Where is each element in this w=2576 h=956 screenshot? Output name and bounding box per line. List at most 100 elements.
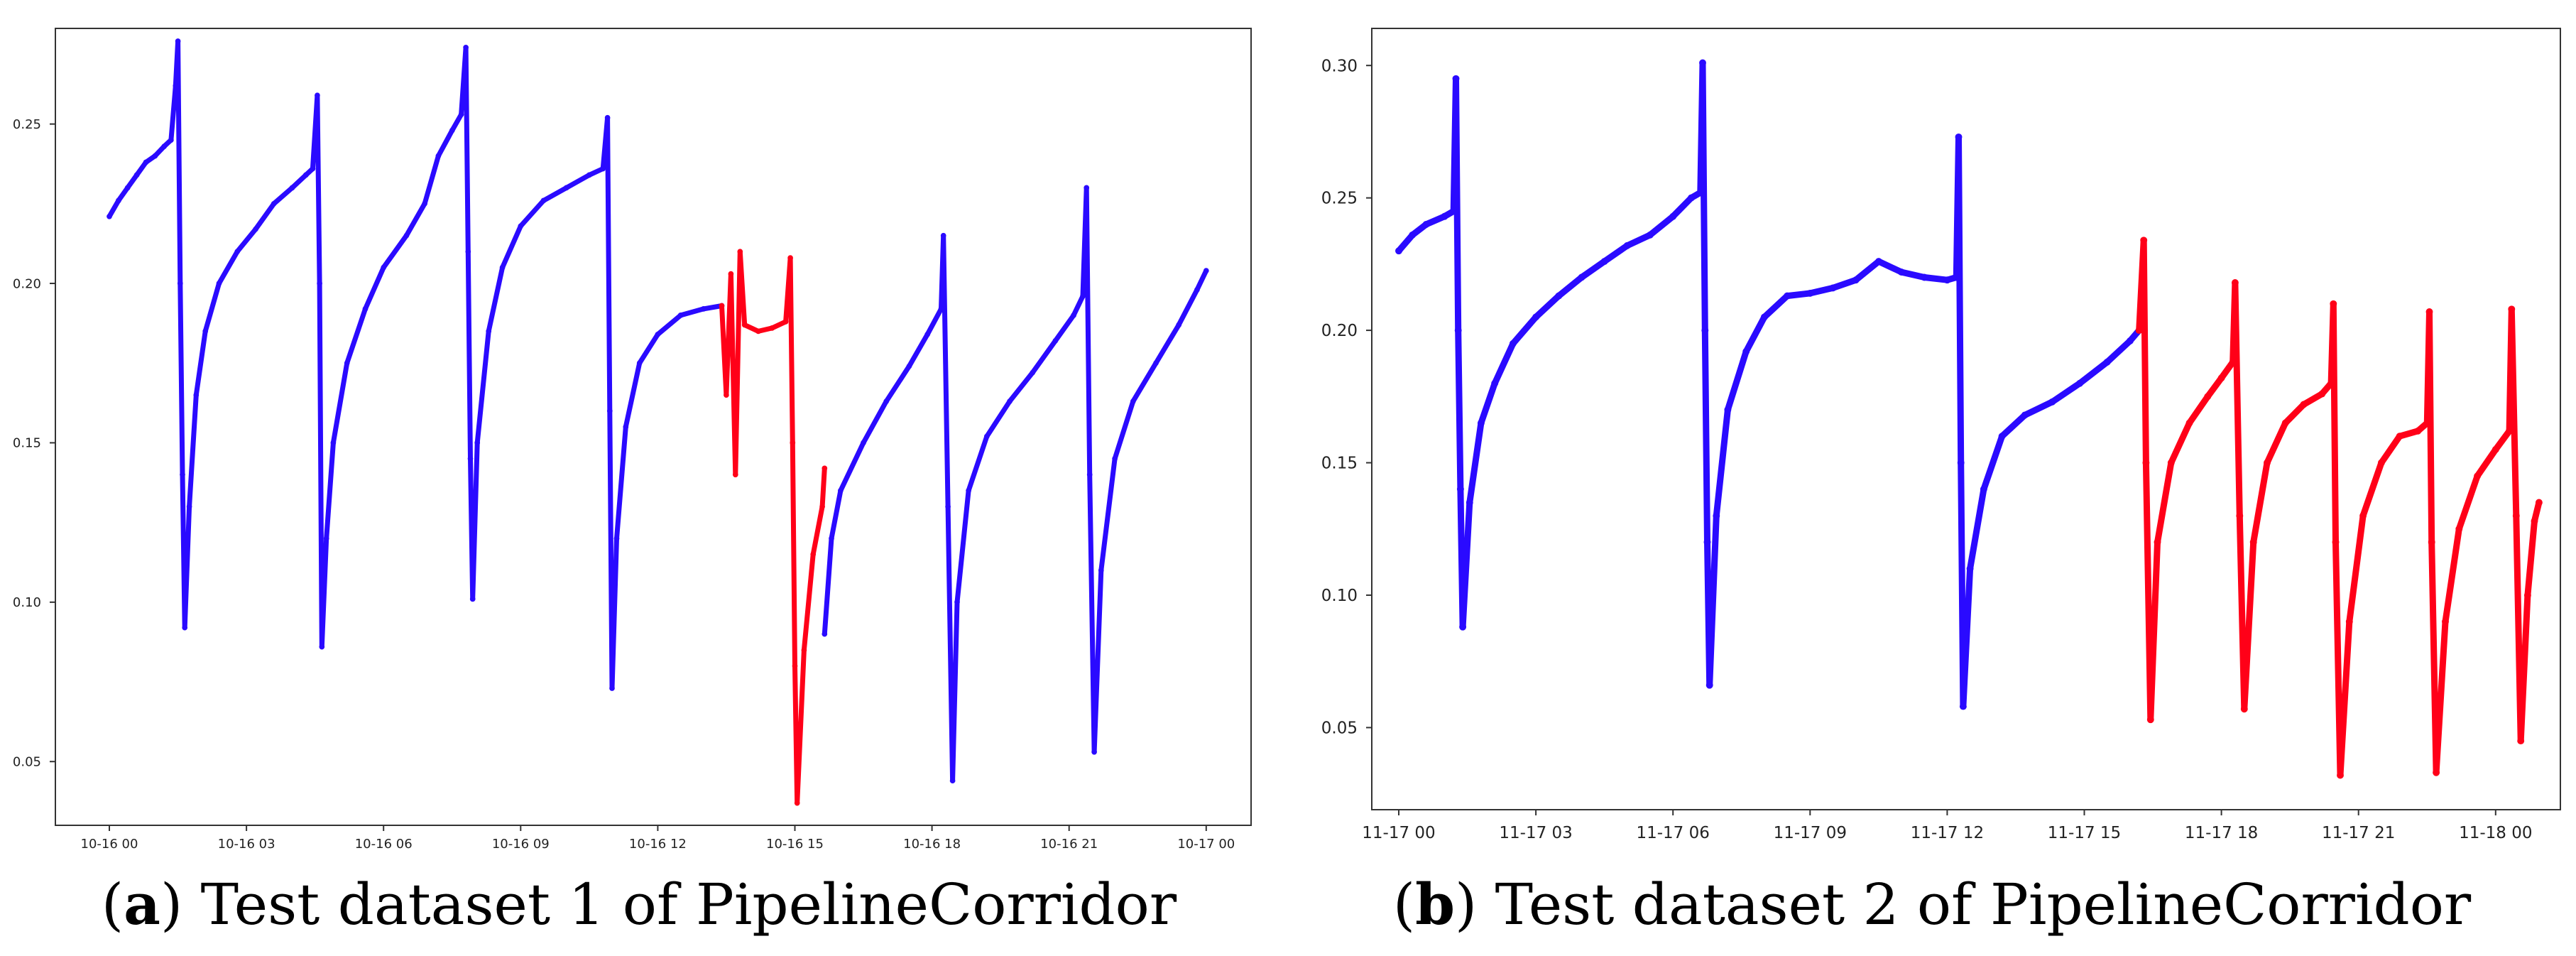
chart-b-point-normal bbox=[1395, 247, 1402, 255]
chart-b-point-normal bbox=[1921, 273, 1928, 281]
chart-b-point-normal bbox=[1555, 292, 1563, 300]
chart-b-point-normal bbox=[1454, 327, 1462, 335]
chart-a-point-normal bbox=[1007, 398, 1013, 404]
chart-b-point-anomaly bbox=[2377, 459, 2385, 467]
chart-b-point-anomaly bbox=[2204, 393, 2212, 401]
chart-b-point-anomaly bbox=[2474, 472, 2482, 480]
chart-b-point-anomaly bbox=[2231, 279, 2239, 286]
chart-a-point-normal bbox=[613, 536, 620, 541]
chart-a-point-normal bbox=[1203, 268, 1209, 273]
chart-b-point-normal bbox=[1760, 313, 1768, 321]
chart-b-y-tick-label: 0.25 bbox=[1321, 190, 1358, 208]
chart-b-point-anomaly bbox=[2523, 592, 2531, 599]
chart-a-point-normal bbox=[945, 504, 951, 510]
chart-b-point-normal bbox=[2048, 398, 2056, 406]
chart-a-point-normal bbox=[458, 112, 464, 118]
chart-a-point-normal bbox=[1091, 749, 1097, 755]
chart-a-point-normal bbox=[677, 313, 684, 318]
chart-a-point-normal bbox=[173, 82, 179, 89]
chart-b-point-normal bbox=[1898, 268, 1905, 276]
chart-b-x-tick-label: 11-17 06 bbox=[1636, 824, 1709, 842]
chart-a-point-normal bbox=[966, 487, 971, 494]
chart-b-point-normal bbox=[1422, 220, 1430, 228]
chart-a-point-anomaly bbox=[724, 392, 729, 398]
chart-a-point-normal bbox=[518, 223, 524, 229]
chart-b-x-tick-label: 11-17 12 bbox=[1911, 824, 1984, 842]
chart-b-point-anomaly bbox=[2330, 300, 2337, 308]
chart-a-point-anomaly bbox=[741, 322, 748, 328]
chart-a-point-normal bbox=[636, 360, 643, 366]
chart-a-x-tick-label: 10-17 00 bbox=[1177, 837, 1235, 852]
chart-a-point-normal bbox=[271, 200, 277, 207]
chart-b-x-tick-label: 11-17 09 bbox=[1774, 824, 1847, 842]
chart-b-point-anomaly bbox=[2512, 512, 2520, 520]
chart-a-point-normal bbox=[133, 172, 140, 178]
chart-a-point-normal bbox=[116, 197, 121, 204]
caption-b-text: Test dataset 2 of PipelineCorridor bbox=[1495, 871, 2472, 938]
chart-b-y-tick-label: 0.10 bbox=[1321, 587, 1358, 605]
chart-a-point-normal bbox=[107, 213, 112, 219]
chart-a-svg: 0.05 0.10 0.15 0.20 0.25 10-16 00 10-16 03 10-1… bbox=[13, 28, 1252, 852]
chart-a-x-tick-label: 10-16 06 bbox=[355, 837, 413, 852]
chart-b-point-normal bbox=[1466, 499, 1473, 506]
chart-b-point-normal bbox=[1852, 276, 1860, 284]
chart-b-point-anomaly bbox=[2414, 427, 2422, 435]
chart-a-point-anomaly bbox=[822, 465, 828, 472]
chart-a-point-anomaly bbox=[719, 303, 725, 309]
chart-b-point-normal bbox=[1966, 565, 1974, 572]
chart-a-point-normal bbox=[474, 440, 481, 446]
chart-a-plot-frame bbox=[55, 28, 1252, 826]
chart-a-series-normal-0 bbox=[107, 38, 724, 691]
chart-b-point-normal bbox=[1953, 273, 1960, 281]
chart-b-point-anomaly bbox=[2264, 459, 2271, 467]
chart-a-point-normal bbox=[182, 624, 188, 631]
chart-b-x-tick-label: 11-17 18 bbox=[2185, 824, 2258, 842]
chart-a-point-normal bbox=[606, 408, 613, 414]
chart-a-point-normal bbox=[422, 200, 427, 207]
chart-b-point-anomaly bbox=[2531, 517, 2538, 525]
chart-b-point-normal bbox=[1959, 702, 1967, 710]
chart-a-point-normal bbox=[186, 504, 192, 510]
chart-a-point-normal bbox=[302, 172, 309, 178]
chart-a-point-normal bbox=[822, 631, 828, 637]
chart-b-point-normal bbox=[2126, 337, 2134, 344]
chart-b-point-normal bbox=[1409, 231, 1417, 239]
chart-a-point-anomaly bbox=[787, 255, 793, 261]
chart-b-point-anomaly bbox=[2359, 512, 2367, 520]
chart-a-point-normal bbox=[700, 306, 706, 312]
caption-a: (a) Test dataset 1 of PipelineCorridor bbox=[101, 871, 1177, 938]
chart-a-point-normal bbox=[310, 165, 316, 172]
chart-a-y-tick-label: 0.20 bbox=[13, 276, 41, 291]
chart-a-point-normal bbox=[463, 45, 469, 50]
chart-a-point-normal bbox=[124, 185, 131, 191]
chart-b-point-normal bbox=[1687, 194, 1695, 202]
chart-b-point-normal bbox=[1713, 512, 1720, 520]
chart-a-point-normal bbox=[168, 137, 174, 143]
chart-a-y-tick-label: 0.15 bbox=[13, 436, 41, 451]
chart-panel-b: 0.05 0.10 0.15 0.20 0.25 0.30 11-17 00 11-17 03… bbox=[1288, 0, 2576, 956]
chart-b-point-normal bbox=[2021, 411, 2029, 419]
chart-a-point-anomaly bbox=[810, 551, 817, 558]
chart-a-point-normal bbox=[465, 249, 471, 255]
chart-b-point-normal bbox=[1600, 258, 1608, 266]
chart-b-x-tick-label: 11-17 00 bbox=[1362, 824, 1435, 842]
chart-b-point-normal bbox=[1696, 189, 1704, 197]
chart-b-point-normal bbox=[1647, 231, 1654, 239]
chart-b-point-normal bbox=[1943, 276, 1951, 284]
chart-a-point-normal bbox=[838, 487, 844, 494]
chart-a-point-normal bbox=[1176, 322, 1182, 328]
chart-a-point-anomaly bbox=[737, 249, 743, 255]
chart-a-point-normal bbox=[175, 38, 181, 44]
chart-a-x-tick-label: 10-16 09 bbox=[492, 837, 550, 852]
chart-a-point-normal bbox=[202, 328, 209, 335]
chart-b-point-normal bbox=[1874, 258, 1882, 266]
chart-b-point-anomaly bbox=[2146, 716, 2154, 724]
chart-a-point-normal bbox=[861, 440, 866, 446]
chart-a-point-normal bbox=[403, 232, 410, 239]
chart-a-point-normal bbox=[216, 281, 222, 286]
chart-b-x-tick-label: 11-18 00 bbox=[2459, 824, 2532, 842]
chart-a-x-tick-label: 10-16 21 bbox=[1040, 837, 1098, 852]
chart-b-x-tick-label: 11-17 03 bbox=[1499, 824, 1572, 842]
chart-a-point-normal bbox=[253, 226, 258, 232]
chart-a-y-tick-label: 0.10 bbox=[13, 595, 41, 610]
